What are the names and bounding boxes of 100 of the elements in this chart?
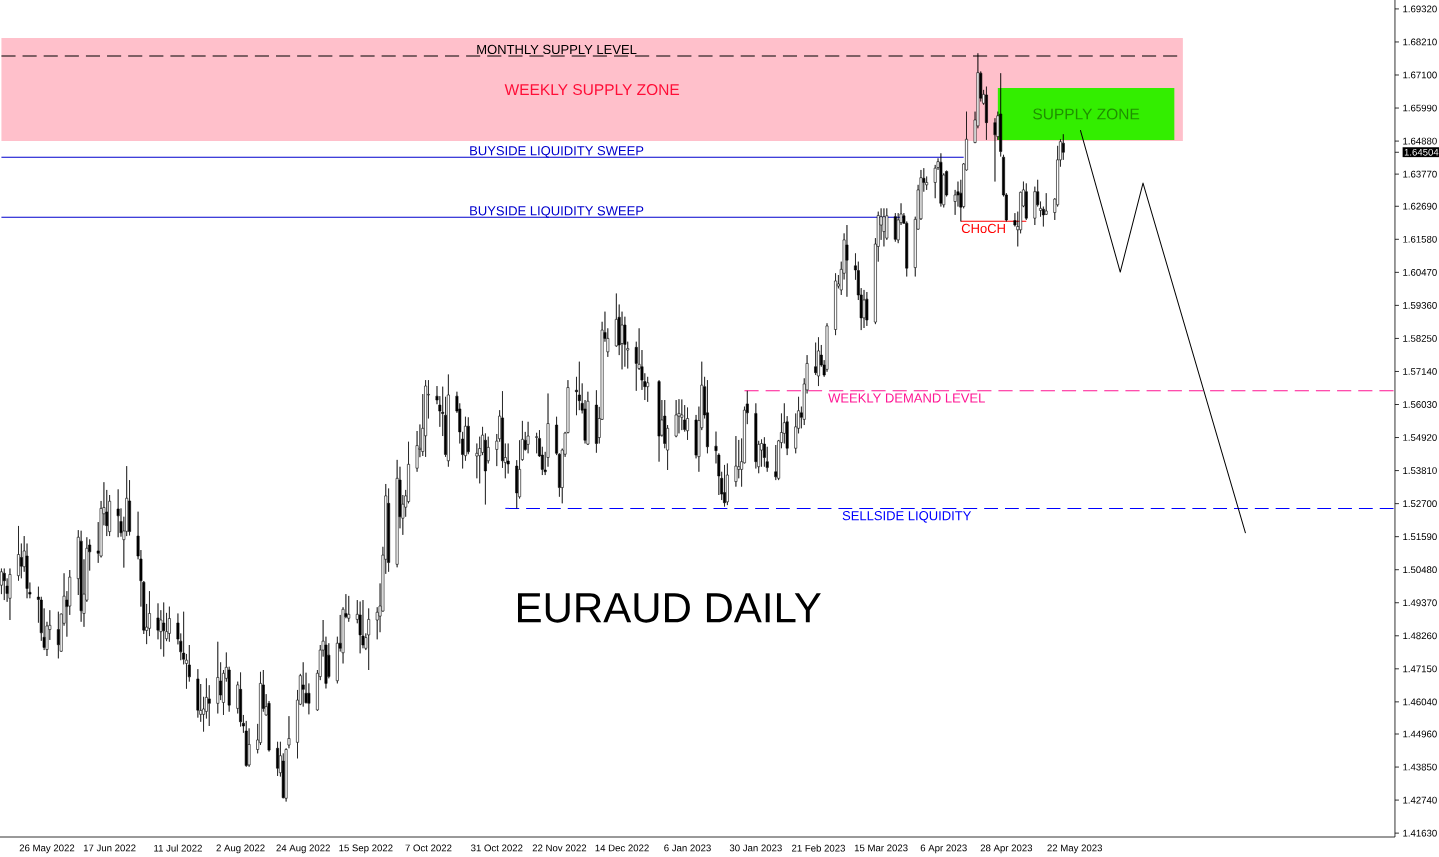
x-tick-label: 6 Apr 2023 <box>920 844 967 854</box>
y-tick-label: 1.63770 <box>1403 170 1437 178</box>
y-tick-label: 1.58250 <box>1403 335 1437 342</box>
y-tick-label: 1.59360 <box>1403 301 1437 309</box>
candlestick <box>845 224 849 298</box>
candlestick <box>424 379 428 458</box>
y-tick-label: 1.57140 <box>1403 368 1437 375</box>
candlestick <box>116 489 120 538</box>
candlestick <box>167 606 171 643</box>
candlestick <box>646 376 650 403</box>
x-tick-label: 15 Mar 2023 <box>854 844 908 852</box>
candlestick <box>674 399 678 438</box>
candlestick <box>8 568 12 621</box>
candlestick <box>774 444 778 481</box>
candlestick <box>882 208 886 247</box>
candlestick <box>939 152 943 207</box>
y-tick-label: 1.52700 <box>1403 500 1437 508</box>
x-tick-label: 22 May 2023 <box>1047 844 1102 854</box>
candlestick <box>686 407 689 441</box>
candlestick <box>723 464 726 507</box>
x-tick-label: 2 Aug 2022 <box>216 844 265 854</box>
candlestick <box>284 748 288 802</box>
y-tick-label: 1.64880 <box>1403 137 1437 145</box>
candlestick <box>361 599 365 649</box>
y-tick-label: 1.41630 <box>1403 829 1437 837</box>
candlestick <box>657 379 661 462</box>
y-tick-label: 1.46040 <box>1403 698 1437 706</box>
x-tick-label: 26 May 2022 <box>19 844 75 854</box>
candlestick <box>387 488 391 573</box>
y-tick-label: 1.56030 <box>1403 401 1437 408</box>
candlestick <box>862 289 866 329</box>
y-tick-label: 1.64504 <box>1404 148 1439 156</box>
y-tick-label: 1.49370 <box>1403 599 1437 607</box>
y-tick-label: 1.43850 <box>1403 763 1437 771</box>
candlestick <box>680 399 684 431</box>
candlestick <box>865 291 869 327</box>
candlestick <box>706 379 709 454</box>
candlestick <box>577 361 581 411</box>
candlestick <box>162 602 166 657</box>
annotation: MONTHLY SUPPLY LEVEL <box>477 44 637 55</box>
candlestick <box>526 421 530 454</box>
candlestick <box>216 641 220 714</box>
x-tick-label: 14 Dec 2022 <box>595 844 649 852</box>
x-tick-label: 22 Nov 2022 <box>532 844 587 852</box>
x-tick-label: 6 Jan 2023 <box>664 844 711 852</box>
candlestick <box>677 398 681 434</box>
x-tick-label: 28 Apr 2023 <box>980 844 1033 854</box>
y-tick-label: 1.68210 <box>1403 38 1437 46</box>
candlestick <box>108 494 112 537</box>
candlestick <box>17 525 20 582</box>
candlestick <box>446 374 450 468</box>
y-tick-label: 1.61580 <box>1403 235 1437 243</box>
candlestick <box>985 86 988 141</box>
candlestick <box>395 459 399 568</box>
x-tick-label: 11 Jul 2022 <box>154 844 202 852</box>
candlestick <box>754 403 758 469</box>
y-tick-label: 1.51590 <box>1403 533 1437 541</box>
candlestick <box>347 595 351 623</box>
candlestick <box>586 391 590 446</box>
y-tick-label: 1.48260 <box>1403 632 1437 640</box>
y-tick-label: 1.47150 <box>1403 665 1437 673</box>
annotation: BUYSIDE LIQUIDITY SWEEP <box>470 146 644 158</box>
candlestick <box>535 432 539 454</box>
candlestick <box>817 336 820 387</box>
text: EURAUD DAILY <box>518 593 821 623</box>
annotation: SUPPLY ZONE <box>1033 108 1140 120</box>
y-tick-label: 1.42740 <box>1403 796 1437 804</box>
y-tick-label: 1.60470 <box>1403 268 1437 276</box>
candlestick <box>2 568 6 601</box>
candlestick <box>834 272 837 336</box>
candlestick <box>594 389 598 454</box>
x-tick-label: 31 Oct 2022 <box>470 844 523 852</box>
x-tick-label: 21 Feb 2023 <box>792 844 845 852</box>
y-tick-label: 1.53810 <box>1403 467 1437 474</box>
y-tick-label: 1.65990 <box>1403 104 1437 112</box>
y-tick-label: 1.62690 <box>1403 202 1437 210</box>
candlestick <box>287 715 291 749</box>
candlestick <box>506 443 510 474</box>
candlestick <box>358 601 362 654</box>
candlestick <box>734 435 738 487</box>
candlestick <box>623 316 627 367</box>
y-tick-label: 1.67100 <box>1403 71 1437 79</box>
candlestick <box>79 530 83 623</box>
x-tick-label: 7 Oct 2022 <box>405 844 452 852</box>
candlestick <box>825 322 829 373</box>
candlestick <box>367 608 371 671</box>
annotation: WEEKLY DEMAND LEVEL <box>828 393 985 403</box>
annotation: BUYSIDE LIQUIDITY SWEEP <box>470 206 644 218</box>
candlestick <box>196 668 200 718</box>
annotation: CHoCH <box>961 223 1005 234</box>
candlestick <box>999 72 1003 157</box>
candlestick <box>301 661 305 707</box>
y-tick-label: 1.69320 <box>1403 5 1437 13</box>
x-tick-label: 24 Aug 2022 <box>276 844 330 854</box>
candlestick <box>56 611 60 659</box>
x-tick-label: 30 Jan 2023 <box>729 844 782 852</box>
candlestick <box>762 436 766 468</box>
candlestick <box>725 463 729 506</box>
annotation: WEEKLY SUPPLY ZONE <box>504 84 680 96</box>
y-tick-label: 1.50480 <box>1403 566 1437 574</box>
